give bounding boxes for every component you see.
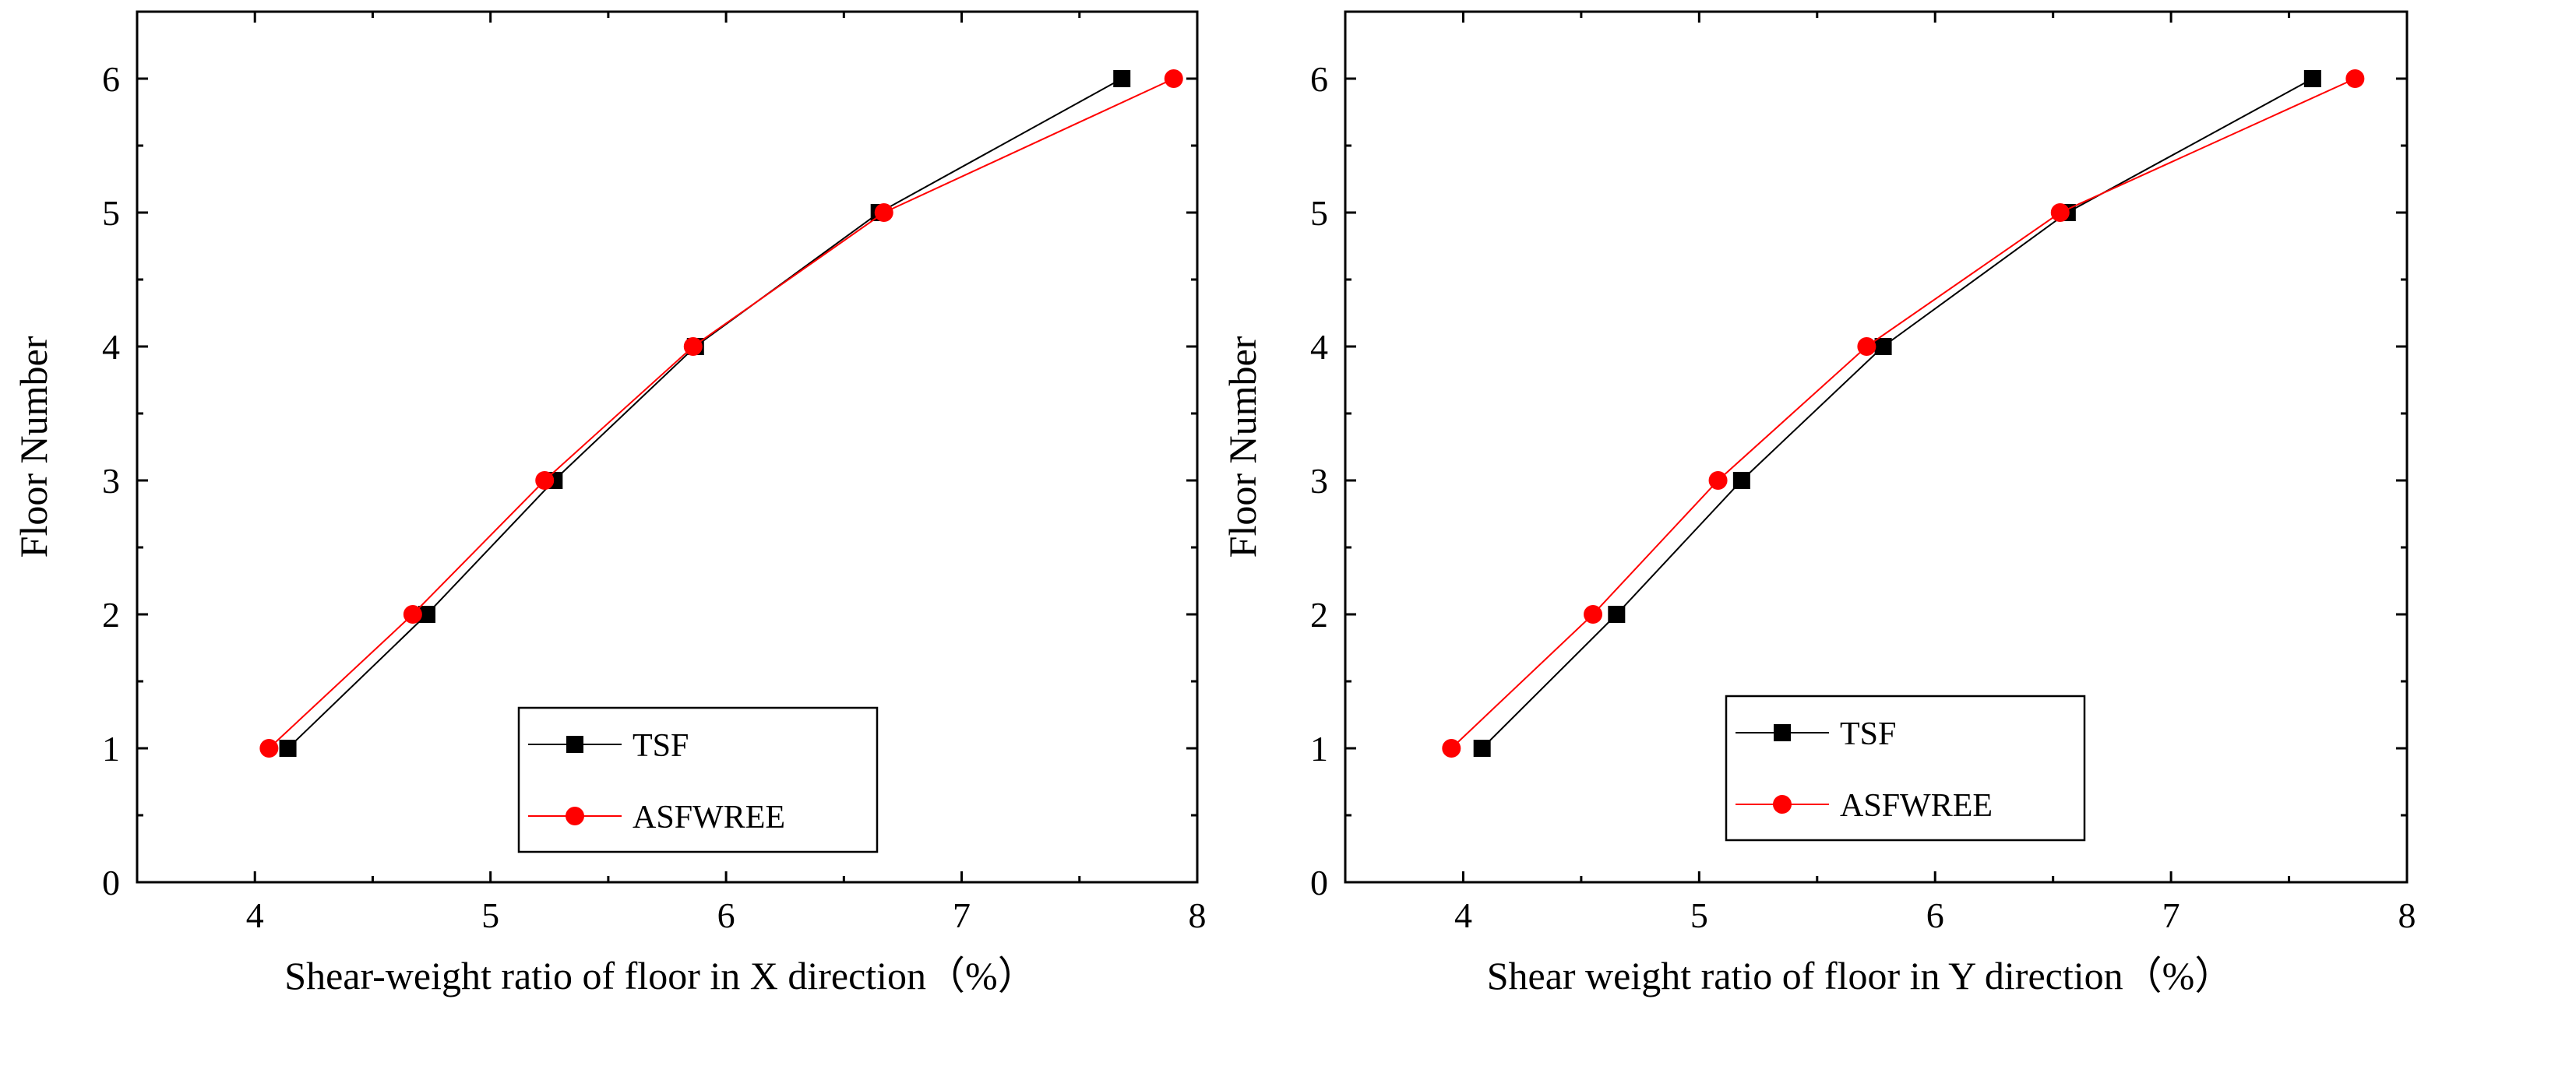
- legend-label-asfwree: ASFWREE: [1840, 788, 1993, 824]
- chart-panel-2: 4 5 6 7 8 0 1 2 3 4 5 6 Shear weight ratio of floor …: [1221, 10, 2416, 997]
- data-point-asfwree: [683, 337, 703, 356]
- data-point-asfwree: [1708, 471, 1728, 490]
- x-tick-label: 4: [246, 895, 264, 935]
- data-point-asfwree: [2345, 69, 2365, 88]
- data-point-tsf: [1874, 338, 1892, 355]
- data-point-tsf: [279, 740, 297, 757]
- legend: TSF ASFWREE: [517, 706, 879, 853]
- legend-marker-tsf: [1774, 724, 1791, 741]
- data-point-asfwree: [1164, 69, 1183, 88]
- data-point-tsf: [2303, 70, 2321, 87]
- series-line-asfwree: [1450, 78, 2356, 749]
- legend-marker-asfwree: [566, 807, 584, 825]
- data-point-asfwree: [1857, 337, 1876, 356]
- data-point-tsf: [418, 606, 436, 623]
- x-axis-label: Shear-weight ratio of floor in X directi…: [284, 954, 1036, 997]
- y-tick-label: 1: [102, 729, 120, 769]
- x-tick-label: 5: [481, 895, 499, 935]
- legend-marker-tsf: [566, 736, 583, 753]
- x-axis-label: Shear weight ratio of floor in Y directi…: [1487, 954, 2234, 997]
- plot-frame: [1344, 10, 2409, 884]
- data-point-tsf: [1473, 740, 1491, 757]
- y-tick-label: 3: [1310, 461, 1328, 501]
- y-axis-label: Floor Number: [1221, 336, 1264, 558]
- y-tick-label: 6: [102, 59, 120, 99]
- x-tick-label: 7: [953, 895, 971, 935]
- y-tick-label: 0: [1310, 863, 1328, 902]
- legend-box: [517, 706, 879, 853]
- chart-panel-1: 4 5 6 7 8 0 1 2 3 4 5 6 Shear-weight ratio of floor …: [12, 10, 1207, 997]
- y-tick-label: 6: [1310, 59, 1328, 99]
- x-tick-label: 8: [2398, 895, 2416, 935]
- data-point-tsf: [1113, 70, 1131, 87]
- series-line-tsf: [287, 78, 1122, 749]
- data-point-asfwree: [259, 739, 279, 758]
- y-tick-label: 5: [1310, 193, 1328, 233]
- series-line-asfwree: [268, 78, 1175, 749]
- x-tick-label: 7: [2162, 895, 2180, 935]
- legend-box: [1725, 695, 2086, 842]
- plot-frame: [136, 10, 1199, 884]
- x-tick-label: 8: [1189, 895, 1207, 935]
- data-point-asfwree: [535, 471, 555, 490]
- y-tick-label: 4: [1310, 327, 1328, 367]
- y-tick-label: 1: [1310, 729, 1328, 769]
- y-tick-label: 2: [1310, 595, 1328, 635]
- x-tick-label: 4: [1454, 895, 1472, 935]
- y-tick-label: 4: [102, 327, 120, 367]
- data-point-tsf: [1732, 472, 1750, 489]
- y-tick-label: 0: [102, 863, 120, 902]
- legend: TSF ASFWREE: [1725, 695, 2086, 842]
- data-point-asfwree: [1584, 605, 1603, 624]
- data-point-asfwree: [874, 203, 893, 222]
- y-tick-label: 5: [102, 193, 120, 233]
- y-axis-label: Floor Number: [12, 336, 55, 558]
- data-point-tsf: [1608, 606, 1626, 623]
- x-tick-label: 6: [717, 895, 735, 935]
- legend-label-tsf: TSF: [1840, 716, 1896, 752]
- data-point-asfwree: [2050, 203, 2070, 222]
- x-tick-label: 5: [1690, 895, 1708, 935]
- legend-label-asfwree: ASFWREE: [633, 800, 785, 835]
- series-line-tsf: [1481, 78, 2313, 749]
- data-point-asfwree: [403, 605, 422, 624]
- legend-label-tsf: TSF: [633, 728, 689, 764]
- y-tick-label: 2: [102, 595, 120, 635]
- y-tick-label: 3: [102, 461, 120, 501]
- data-point-asfwree: [1442, 739, 1461, 758]
- legend-marker-asfwree: [1773, 795, 1792, 814]
- x-tick-label: 6: [1926, 895, 1944, 935]
